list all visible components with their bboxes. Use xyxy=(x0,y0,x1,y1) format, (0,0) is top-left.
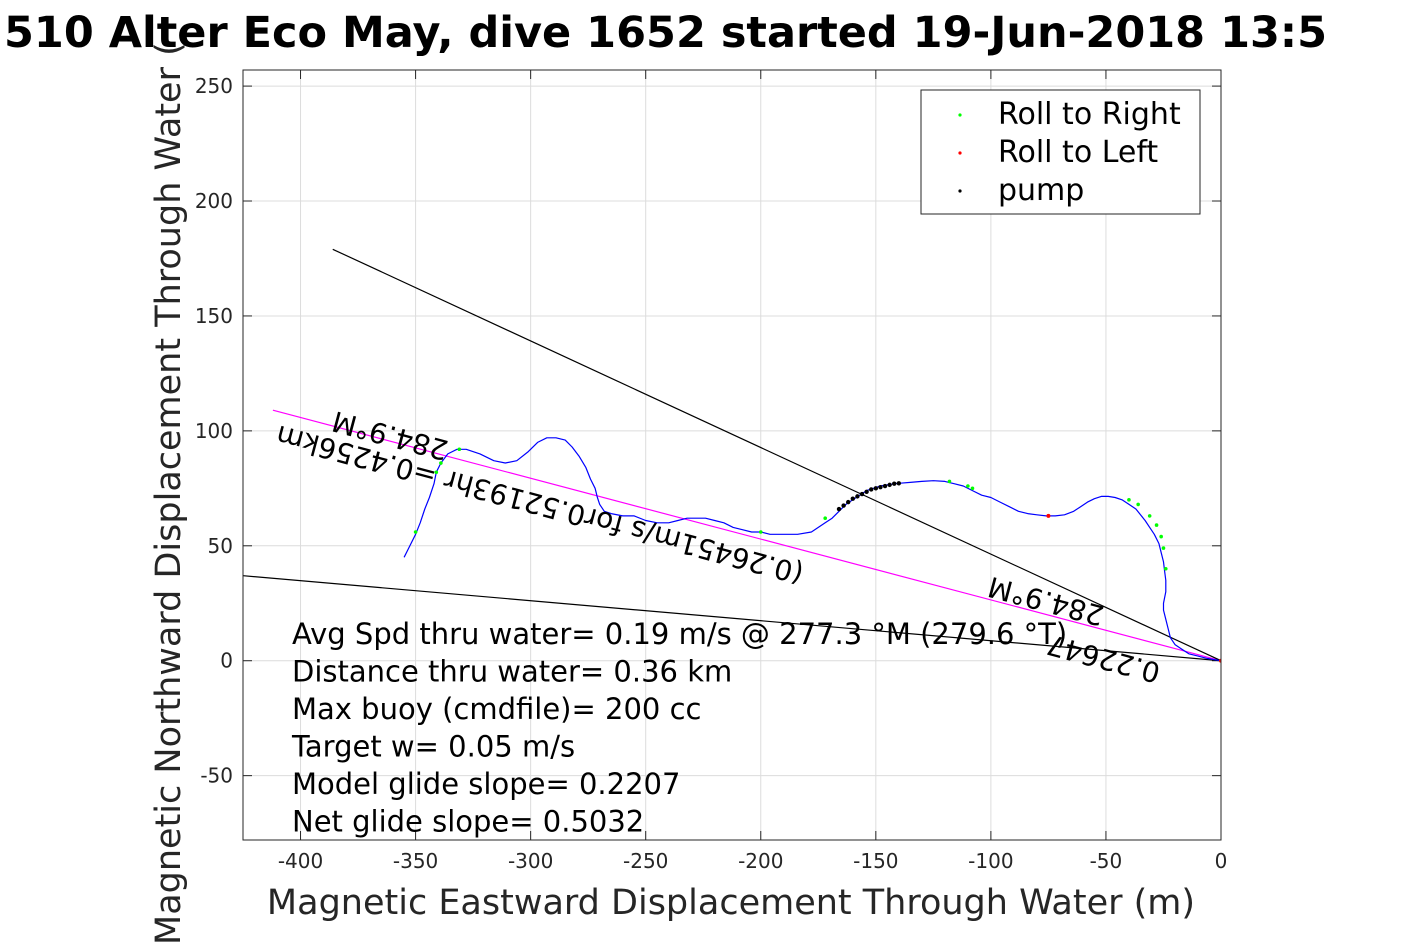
x-tick-label: -50 xyxy=(1090,849,1123,873)
roll-right-point xyxy=(758,530,763,534)
x-tick-labels: -400 -350 -300 -250 -200 -150 -100 -50 0 xyxy=(278,849,1228,873)
track-layer xyxy=(403,437,1221,662)
legend-marker-roll-left xyxy=(958,151,962,155)
pump-point xyxy=(859,491,865,497)
pump-point xyxy=(892,481,897,486)
roll-right-point xyxy=(823,516,827,521)
roll-right-point xyxy=(1159,534,1163,539)
roll-right-point xyxy=(1163,566,1168,571)
pump-point xyxy=(855,494,860,499)
x-tick-label: -100 xyxy=(968,849,1013,873)
y-tick-labels: -50 0 50 100 150 200 250 xyxy=(195,74,233,788)
bound-line-lower xyxy=(243,575,1221,662)
roll-right-point xyxy=(1154,523,1159,527)
x-tick-label: -400 xyxy=(278,849,323,873)
y-axis-label: Magnetic Northward Displacement Through … xyxy=(149,42,189,945)
pump-point xyxy=(869,487,874,492)
reference-lines xyxy=(243,248,1221,662)
x-tick-label: -250 xyxy=(623,849,668,873)
grid-lines xyxy=(243,70,1222,840)
y-tick-label: -50 xyxy=(200,764,233,788)
stats-line: Distance thru water= 0.36 km xyxy=(292,655,732,689)
roll-right-point xyxy=(1127,498,1131,502)
legend-marker-pump xyxy=(958,189,962,193)
pump-point xyxy=(864,489,869,494)
roll-right-point xyxy=(970,486,975,491)
plot-border xyxy=(242,69,1222,841)
roll-right-point xyxy=(1161,546,1166,550)
pump-point xyxy=(882,483,888,489)
legend-marker-roll-right xyxy=(958,113,962,117)
x-tick-label: -200 xyxy=(738,849,783,873)
roll-right-point xyxy=(457,447,462,452)
x-tick-label: -150 xyxy=(853,849,898,873)
roll-right-point xyxy=(1136,502,1140,507)
roll-right-point xyxy=(966,484,970,488)
x-tick-label: -350 xyxy=(393,849,438,873)
roll-right-point xyxy=(439,461,443,465)
pump-point xyxy=(878,484,883,490)
stats-text-block: Avg Spd thru water= 0.19 m/s @ 277.3 °M … xyxy=(291,617,1067,839)
glider-track-line xyxy=(403,437,1221,662)
legend-label-roll-right: Roll to Right xyxy=(998,97,1181,132)
y-tick-label: 50 xyxy=(208,534,233,558)
y-tick-label: 250 xyxy=(195,74,233,98)
roll-left-point xyxy=(1046,513,1051,518)
stats-line: Net glide slope= 0.5032 xyxy=(292,805,644,839)
marker-layer xyxy=(413,447,1221,663)
pump-point xyxy=(887,482,892,488)
y-tick-label: 200 xyxy=(195,189,233,213)
roll-right-point xyxy=(947,479,952,484)
pump-point xyxy=(896,481,902,486)
stats-line: Avg Spd thru water= 0.19 m/s @ 277.3 °M … xyxy=(292,617,1067,651)
y-tick-label: 0 xyxy=(220,649,233,673)
chart-title: 510 Alter Eco May, dive 1652 started 19-… xyxy=(4,8,1327,58)
legend-box xyxy=(920,89,1201,215)
roll-right-point xyxy=(434,470,439,475)
pump-point xyxy=(836,506,842,512)
pump-point xyxy=(873,486,879,491)
pump-point xyxy=(846,499,851,505)
y-tick-label: 100 xyxy=(195,419,233,443)
legend-label-pump: pump xyxy=(998,173,1084,208)
pump-point xyxy=(841,503,846,508)
x-tick-label: 0 xyxy=(1215,849,1228,873)
x-tick-label: -300 xyxy=(508,849,553,873)
x-axis-label: Magnetic Eastward Displacement Through W… xyxy=(267,883,1195,923)
pump-point xyxy=(850,496,856,501)
bound-line-upper xyxy=(332,248,1221,662)
stats-line: Model glide slope= 0.2207 xyxy=(292,767,680,801)
stats-line: Target w= 0.05 m/s xyxy=(291,730,575,764)
roll-right-point xyxy=(1147,514,1152,518)
course-line xyxy=(272,409,1221,662)
stats-line: Max buoy (cmdfile)= 200 cc xyxy=(292,692,701,726)
y-tick-label: 150 xyxy=(195,304,233,328)
roll-right-point xyxy=(413,530,418,534)
legend: Roll to Right Roll to Left pump xyxy=(920,89,1201,215)
legend-label-roll-left: Roll to Left xyxy=(998,135,1158,170)
